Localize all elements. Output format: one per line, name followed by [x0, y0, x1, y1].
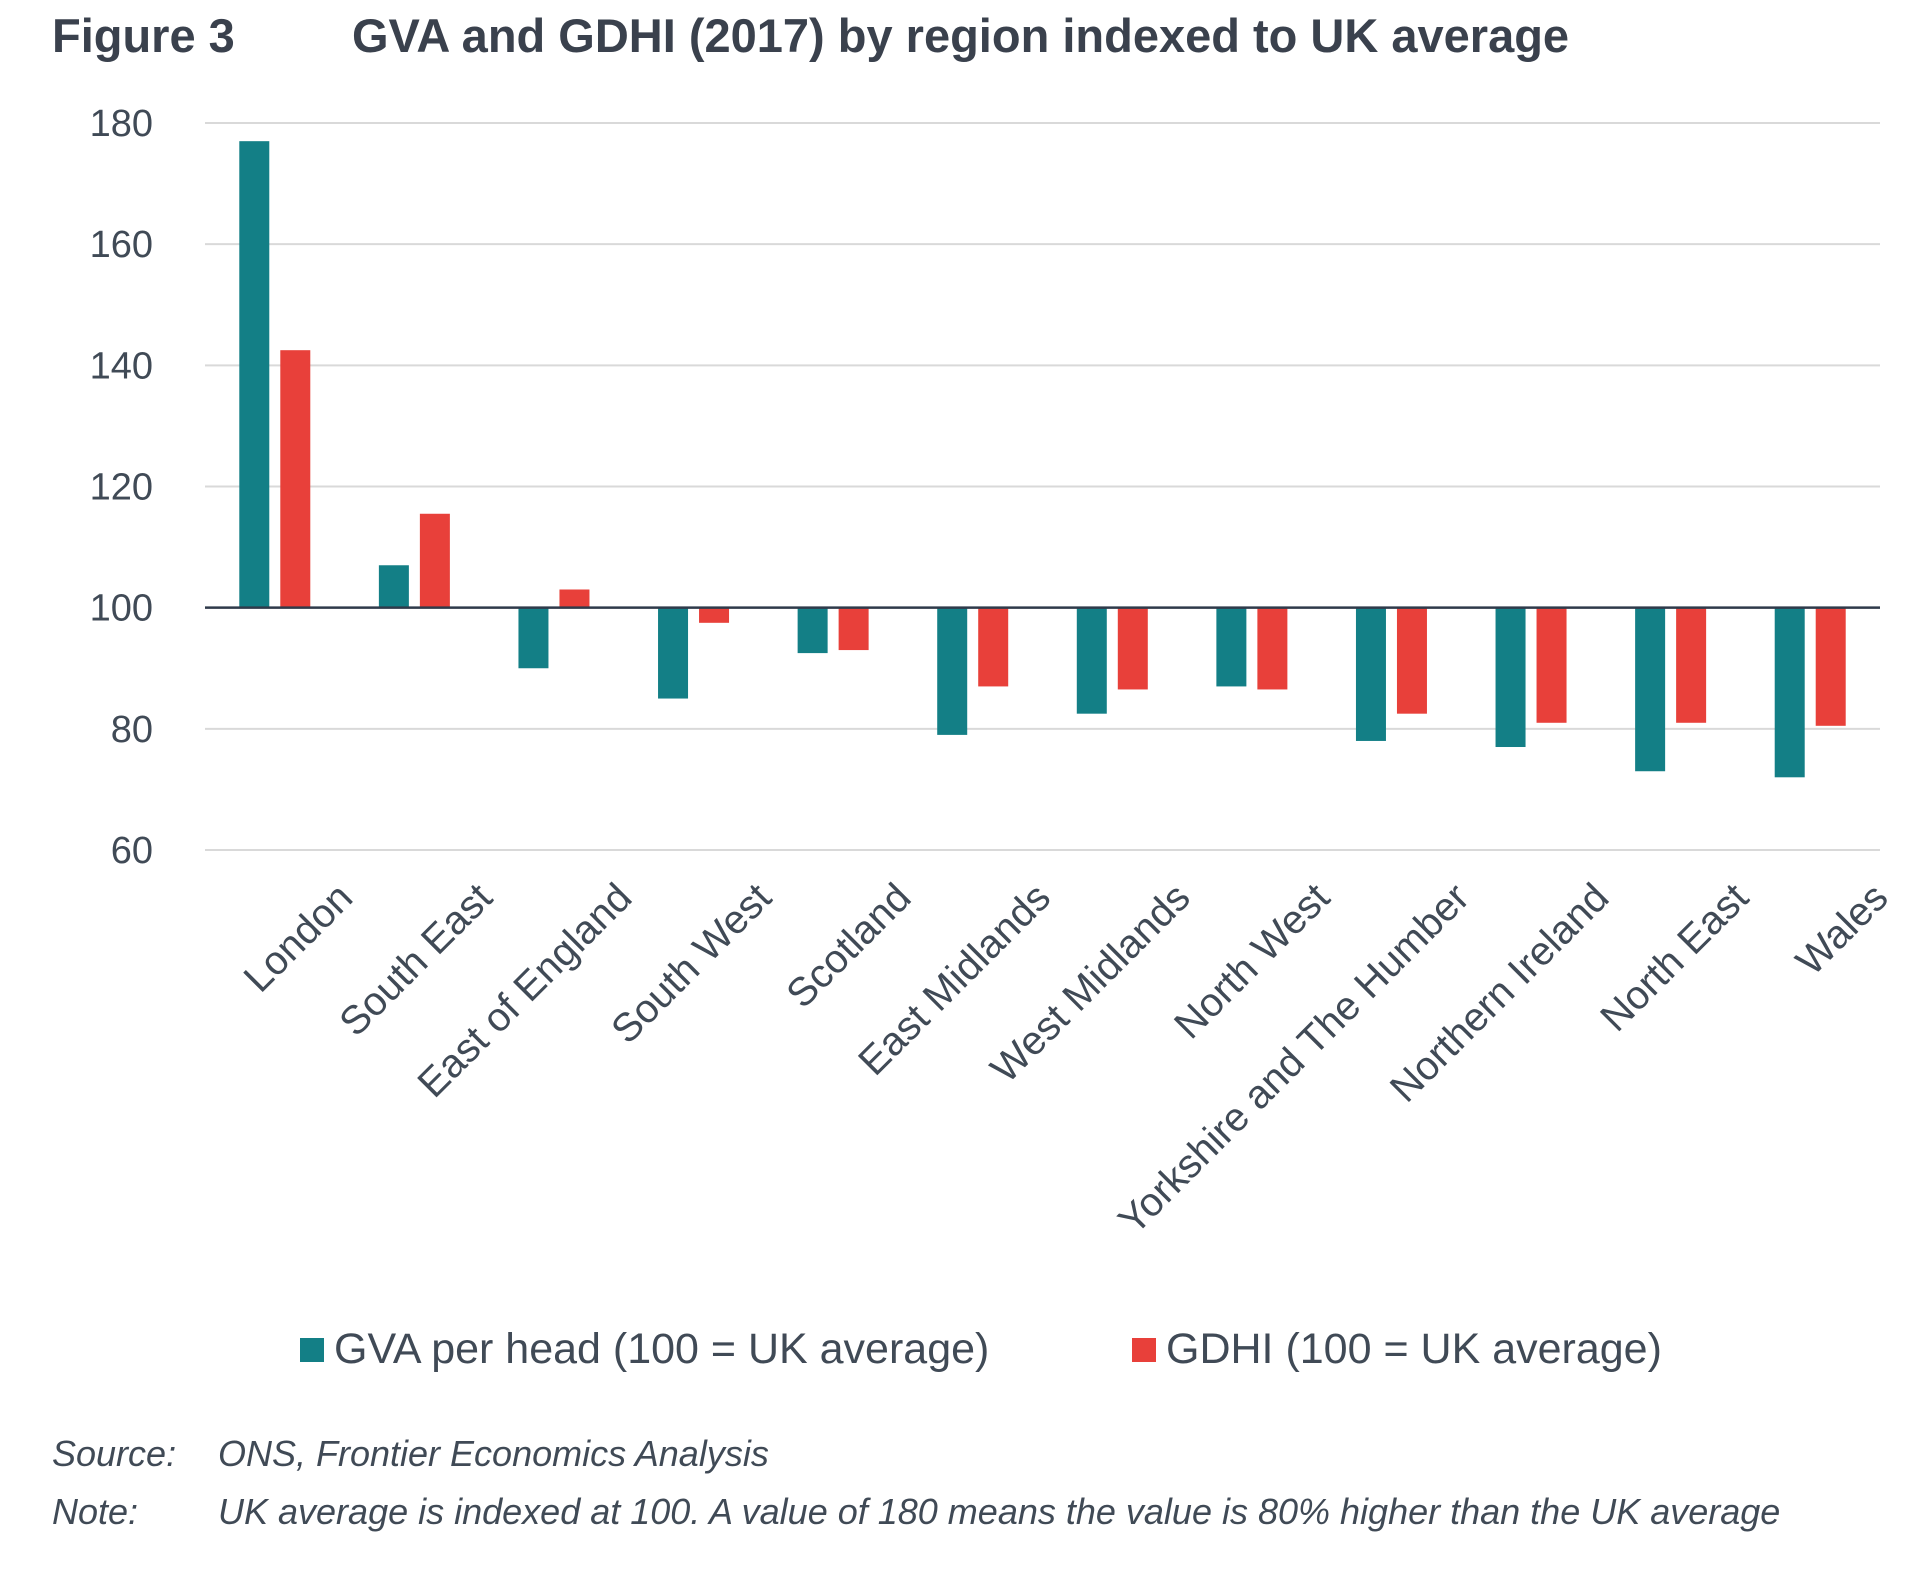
- gdhi-bar: [1536, 607, 1567, 723]
- gva-bar: [1076, 607, 1107, 714]
- x-category-label: Wales: [1788, 875, 1897, 984]
- source-label: Source:: [52, 1433, 177, 1474]
- source-text: ONS, Frontier Economics Analysis: [218, 1433, 769, 1474]
- gdhi-bar: [1676, 607, 1707, 723]
- gva-bar: [1774, 607, 1805, 778]
- note-text: UK average is indexed at 100. A value of…: [218, 1491, 1781, 1532]
- gva-bar: [1216, 607, 1247, 687]
- y-tick-label: 100: [90, 588, 153, 630]
- legend-label-gdhi: GDHI (100 = UK average): [1166, 1325, 1662, 1373]
- x-category-label: Scotland: [778, 875, 919, 1016]
- y-tick-label: 160: [90, 224, 153, 266]
- gdhi-bar: [559, 589, 590, 608]
- gva-bar: [1355, 607, 1386, 741]
- gdhi-bar: [838, 607, 869, 651]
- x-category-label: North East: [1592, 875, 1757, 1040]
- chart-title: GVA and GDHI (2017) by region indexed to…: [352, 9, 1570, 62]
- gdhi-bar: [280, 350, 311, 608]
- gdhi-bar: [1815, 607, 1846, 726]
- note-label: Note:: [52, 1491, 139, 1532]
- gdhi-bar: [978, 607, 1009, 687]
- legend: GVA per head (100 = UK average) GDHI (10…: [0, 1325, 1920, 1385]
- x-category-label: London: [236, 875, 362, 1001]
- y-tick-label: 180: [90, 103, 153, 145]
- y-tick-label: 80: [111, 709, 153, 751]
- legend-item-gva: GVA per head (100 = UK average): [300, 1325, 989, 1374]
- legend-item-gdhi: GDHI (100 = UK average): [1132, 1325, 1662, 1374]
- gva-bar: [1635, 607, 1666, 772]
- figure-label: Figure 3: [52, 9, 235, 62]
- bars: [239, 141, 1846, 778]
- y-axis-ticks: 60 80 100 120 140 160 180: [90, 103, 153, 872]
- gdhi-bar: [1257, 607, 1288, 690]
- gdhi-bar: [419, 513, 450, 608]
- gva-bar: [937, 607, 968, 735]
- source-row: Source: ONS, Frontier Economics Analysis: [52, 1433, 769, 1475]
- gdhi-bar: [699, 607, 730, 623]
- gva-bar: [797, 607, 828, 654]
- gridlines: [205, 122, 1880, 851]
- gva-bar: [1495, 607, 1526, 748]
- legend-label-gva: GVA per head (100 = UK average): [334, 1325, 990, 1373]
- y-tick-label: 60: [111, 830, 153, 872]
- note-row: Note: UK average is indexed at 100. A val…: [52, 1491, 1780, 1533]
- y-tick-label: 120: [90, 467, 153, 509]
- gdhi-bar: [1396, 607, 1427, 714]
- gva-bar: [658, 607, 689, 699]
- gva-bar: [378, 565, 409, 608]
- legend-swatch-gdhi: [1132, 1337, 1156, 1362]
- gva-bar: [239, 141, 270, 608]
- y-tick-label: 140: [90, 345, 153, 387]
- legend-swatch-gva: [300, 1337, 324, 1362]
- gva-bar: [518, 607, 549, 669]
- gdhi-bar: [1117, 607, 1148, 690]
